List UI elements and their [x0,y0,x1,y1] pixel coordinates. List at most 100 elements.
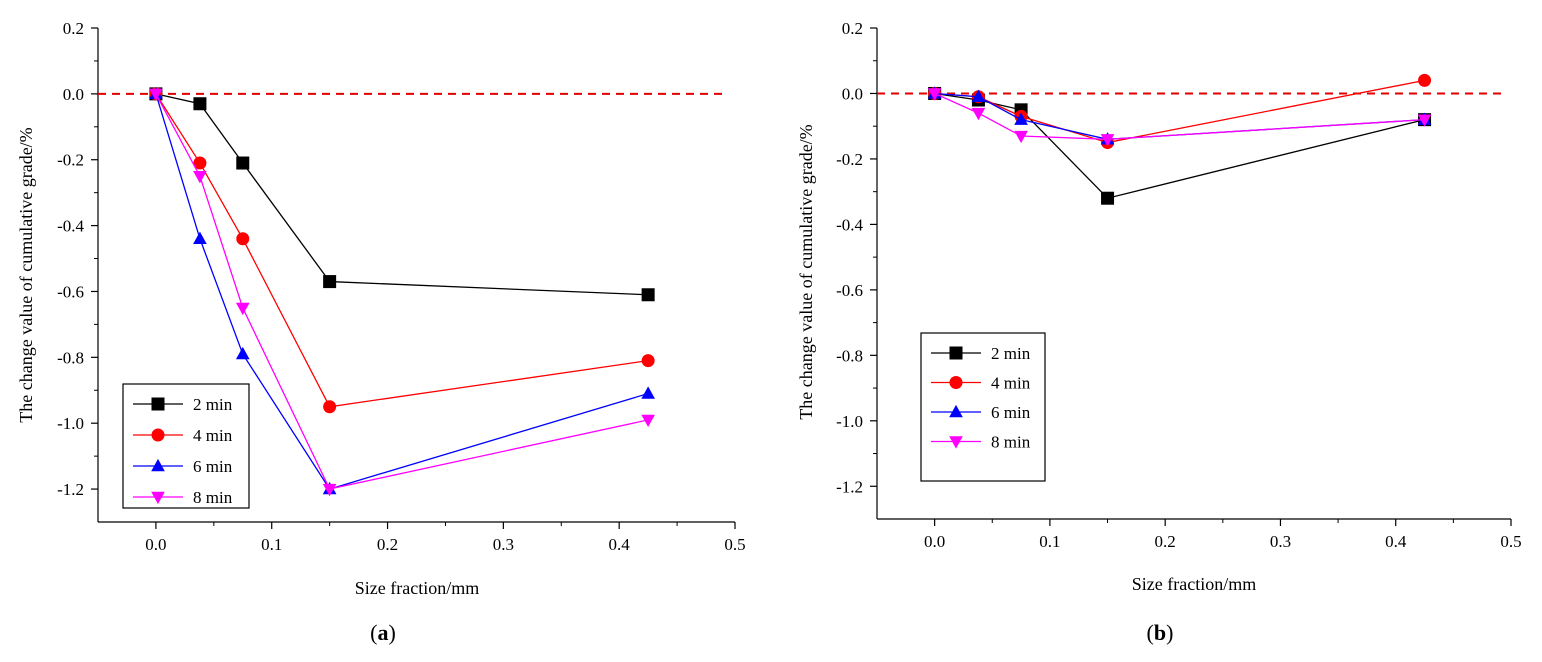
y-tick-label: -1.0 [57,414,84,433]
series-layer [927,73,1432,205]
y-tick-label: -1.0 [836,412,863,431]
axis-ticks: 0.0 0.1 0.2 0.3 0.4 0.5 0.2 0.0 -0.2 -0.4 -0.6 -0.8… [57,19,746,554]
x-tick-label: 0.4 [609,535,631,554]
legend-label: 8 min [991,433,1031,452]
legend: 2 min 4 min 6 min 8 min [920,332,1046,482]
legend-label: 6 min [991,403,1031,422]
legend-marker [151,491,165,505]
chart-panel-a: 0.0 0.1 0.2 0.3 0.4 0.5 0.2 0.0 -0.2 -0.4 -0.6 -0.8… [16,19,746,645]
series-2-min [928,86,1432,205]
data-point [1014,112,1028,125]
data-point [193,171,207,184]
legend: 2 min 4 min 6 min 8 min [122,383,250,509]
data-point [236,156,250,170]
data-point [322,483,337,497]
y-tick-label: -1.2 [57,480,84,499]
series-6-min [927,86,1432,145]
series-4-min [928,73,1432,150]
data-point [641,288,655,302]
y-tick-label: 0.0 [63,85,84,104]
data-point [193,97,207,111]
x-tick-label: 0.4 [1385,532,1407,551]
series-line [934,79,1425,144]
y-tick-label: 0.2 [842,19,863,38]
legend-label: 4 min [193,426,233,445]
x-tick-label: 0.5 [1500,532,1521,551]
y-tick-label: -0.6 [57,282,84,301]
data-point [235,302,250,316]
legend-label: 2 min [991,344,1031,363]
y-tick-label: 0.2 [63,19,84,38]
y-tick-label: -0.4 [57,217,84,236]
series-layer [149,86,655,497]
data-point [235,346,250,360]
legend-label: 8 min [193,488,233,507]
series-line [934,92,1425,199]
chart-panel-b: 0.0 0.1 0.2 0.3 0.4 0.5 0.2 0.0 -0.2 -0.4 -0.6 -0.8… [796,19,1522,645]
data-point [971,89,986,102]
legend-label: 4 min [991,374,1031,393]
x-tick-label: 0.1 [261,535,282,554]
x-tick-label: 0.3 [1270,532,1291,551]
x-axis-title: Size fraction/mm [1132,574,1256,594]
legend-marker [151,458,165,472]
data-point [323,400,337,414]
panel-label-a: a [378,620,389,645]
data-point [1100,134,1115,147]
series-line [934,92,1425,140]
legend-marker [151,428,165,442]
y-tick-label: -0.8 [57,348,84,367]
data-point [149,88,163,102]
series-line [155,93,649,296]
series-2-min [149,87,655,302]
series-8-min [149,88,655,497]
y-axis-title: The change value of cumulative grade/% [16,127,36,422]
data-point [971,107,986,121]
x-tick-label: 0.0 [145,535,166,554]
series-line [934,92,1425,140]
legend-label: 2 min [193,395,233,414]
y-tick-label: -0.2 [57,151,84,170]
y-tick-label: -0.8 [836,346,863,365]
x-tick-label: 0.1 [1039,532,1060,551]
panel-label-b: b [1154,620,1166,645]
legend-marker [151,397,165,411]
legend-marker [949,436,963,449]
x-tick-label: 0.2 [1155,532,1176,551]
data-point [641,354,655,368]
data-point [641,386,655,399]
data-point [1014,130,1028,144]
data-point [193,156,207,170]
panel-caption-a: (a) [370,620,396,645]
x-tick-label: 0.3 [493,535,514,554]
y-tick-label: -0.4 [836,215,863,234]
data-point [1417,114,1432,127]
y-tick-label: -0.6 [836,281,863,300]
legend-marker [949,346,963,360]
y-tick-label: 0.0 [842,84,863,103]
y-axis-title: The change value of cumulative grade/% [796,124,816,419]
data-point [1101,191,1115,205]
x-tick-label: 0.0 [924,532,945,551]
legend-marker [949,376,963,389]
panel-caption-b: (b) [1147,620,1174,645]
legend-box [920,332,1046,482]
legend-label: 6 min [193,457,233,476]
x-axis-title: Size fraction/mm [355,578,479,598]
x-tick-label: 0.5 [724,535,745,554]
data-point [193,231,207,244]
series-4-min [149,87,655,414]
data-point [641,414,655,428]
y-tick-label: -0.2 [836,150,863,169]
y-tick-label: -1.2 [836,477,863,496]
legend-box [122,383,250,509]
data-point [1418,73,1432,87]
axis-ticks: 0.0 0.1 0.2 0.3 0.4 0.5 0.2 0.0 -0.2 -0.4 -0.6 -0.8… [836,19,1522,551]
series-line [155,93,649,408]
data-point [927,88,942,101]
data-point [236,232,250,246]
series-8-min [927,88,1432,147]
legend-marker [949,404,963,418]
x-tick-label: 0.2 [377,535,398,554]
